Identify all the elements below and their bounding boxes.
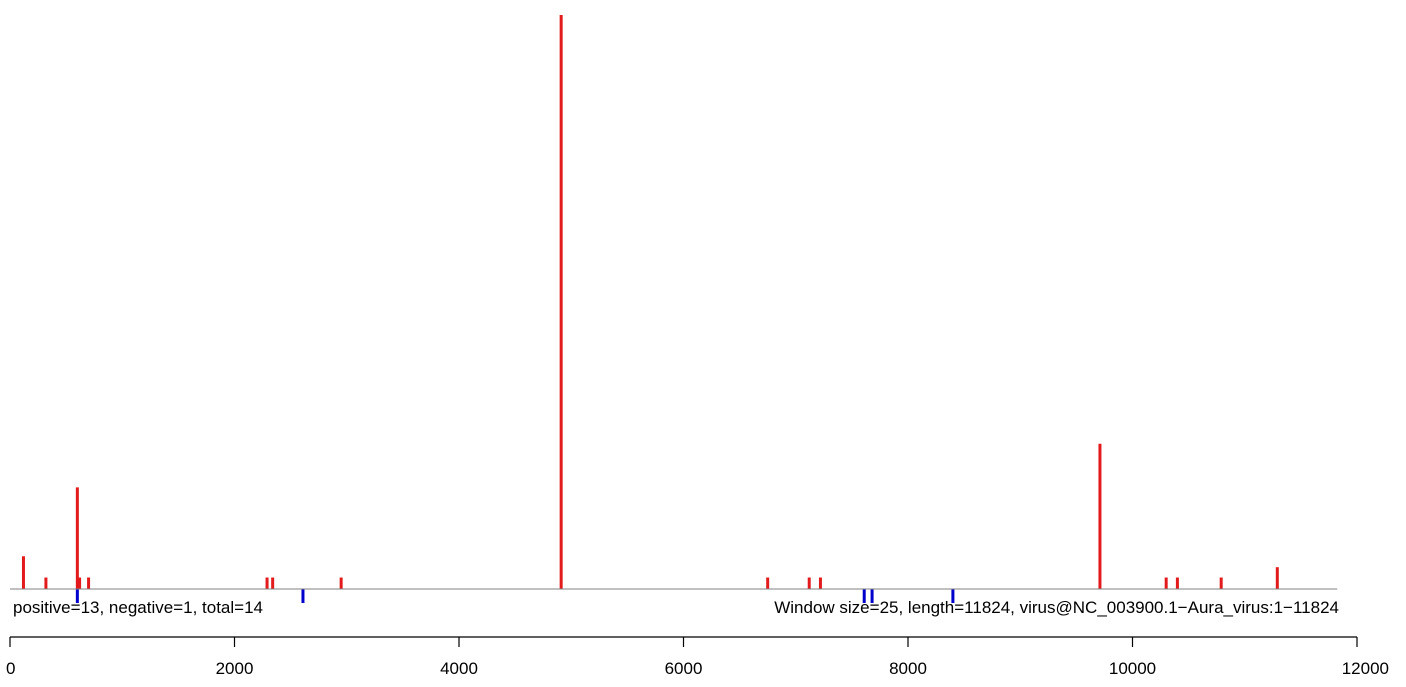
x-tick-label: 6000 xyxy=(665,659,703,678)
x-tick-label: 10000 xyxy=(1109,659,1156,678)
x-tick-label: 4000 xyxy=(440,659,478,678)
positive-bars xyxy=(21,15,1279,589)
x-axis: 0 2000 4000 6000 8000 10000 12000 xyxy=(6,636,1389,678)
annotation-left: positive=13, negative=1, total=14 xyxy=(13,598,263,617)
negative-bars xyxy=(75,589,955,603)
annotation-right: Window size=25, length=11824, virus@NC_0… xyxy=(774,598,1339,617)
x-tick-label: 0 xyxy=(6,659,15,678)
x-tick-label: 12000 xyxy=(1342,659,1389,678)
x-tick-label: 2000 xyxy=(216,659,254,678)
x-tick-label: 8000 xyxy=(889,659,927,678)
